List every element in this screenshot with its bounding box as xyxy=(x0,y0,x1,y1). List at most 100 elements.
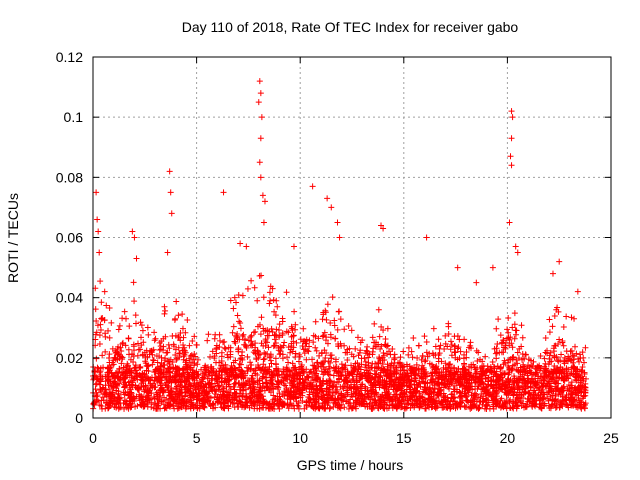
data-point xyxy=(167,403,174,410)
data-point xyxy=(574,288,581,295)
data-point xyxy=(320,371,327,378)
data-point xyxy=(377,377,384,384)
data-point xyxy=(230,323,237,330)
data-point xyxy=(390,402,397,409)
data-point xyxy=(375,403,382,410)
data-point xyxy=(266,354,273,361)
data-point xyxy=(194,371,201,378)
data-point xyxy=(568,314,575,321)
data-point xyxy=(188,352,195,359)
data-point xyxy=(504,363,511,370)
data-point xyxy=(94,364,101,371)
data-point xyxy=(560,324,567,331)
data-point xyxy=(421,370,428,377)
data-point xyxy=(573,390,580,397)
data-point xyxy=(426,384,433,391)
data-point xyxy=(582,389,589,396)
data-point xyxy=(92,306,99,313)
data-point xyxy=(519,350,526,357)
data-point xyxy=(306,383,313,390)
data-point xyxy=(316,405,323,412)
data-point xyxy=(172,332,179,339)
data-point xyxy=(557,399,564,406)
data-point xyxy=(348,404,355,411)
data-point xyxy=(406,383,413,390)
data-point xyxy=(144,363,151,370)
data-point xyxy=(511,321,518,328)
data-point xyxy=(301,337,308,344)
data-point xyxy=(205,372,212,379)
data-point xyxy=(556,336,563,343)
data-point xyxy=(260,219,267,226)
data-point xyxy=(296,351,303,358)
data-point xyxy=(502,359,509,366)
data-point xyxy=(255,352,262,359)
data-point xyxy=(180,341,187,348)
data-point xyxy=(290,338,297,345)
data-point xyxy=(238,367,245,374)
data-point xyxy=(267,357,274,364)
data-point xyxy=(165,375,172,382)
data-point xyxy=(567,382,574,389)
data-point xyxy=(378,222,385,229)
data-point xyxy=(337,383,344,390)
data-point xyxy=(511,385,518,392)
data-point xyxy=(572,343,579,350)
data-point xyxy=(513,356,520,363)
data-point xyxy=(107,364,114,371)
data-point xyxy=(93,389,100,396)
data-point xyxy=(299,392,306,399)
data-point xyxy=(123,382,130,389)
data-point xyxy=(173,372,180,379)
data-point xyxy=(290,372,297,379)
data-point xyxy=(181,393,188,400)
data-point xyxy=(143,347,150,354)
data-point xyxy=(473,404,480,411)
data-point xyxy=(356,370,363,377)
data-point xyxy=(232,380,239,387)
y-tick-label: 0.08 xyxy=(56,169,83,185)
data-point xyxy=(218,378,225,385)
data-point xyxy=(502,403,509,410)
data-point xyxy=(168,379,175,386)
data-point xyxy=(309,356,316,363)
data-point xyxy=(230,393,237,400)
data-point xyxy=(144,353,151,360)
data-point xyxy=(247,365,254,372)
data-point xyxy=(576,372,583,379)
data-point xyxy=(549,371,556,378)
data-point xyxy=(271,308,278,315)
data-point xyxy=(152,400,159,407)
data-point xyxy=(270,297,277,304)
data-point xyxy=(508,135,515,142)
data-point xyxy=(215,386,222,393)
data-point xyxy=(100,384,107,391)
data-point xyxy=(199,403,206,410)
data-point xyxy=(139,370,146,377)
data-point xyxy=(332,358,339,365)
data-point xyxy=(375,359,382,366)
data-point xyxy=(279,351,286,358)
data-point xyxy=(190,394,197,401)
data-point xyxy=(517,364,524,371)
data-point xyxy=(549,270,556,277)
data-point xyxy=(364,376,371,383)
data-point xyxy=(239,356,246,363)
data-point xyxy=(315,395,322,402)
data-point xyxy=(233,299,240,306)
data-point xyxy=(539,383,546,390)
data-point xyxy=(506,336,513,343)
data-point xyxy=(544,350,551,357)
x-axis-label: GPS time / hours xyxy=(297,457,404,473)
data-point xyxy=(488,392,495,399)
data-point xyxy=(255,397,262,404)
data-point xyxy=(303,401,310,408)
data-point xyxy=(96,341,103,348)
data-point xyxy=(227,366,234,373)
data-point xyxy=(284,354,291,361)
data-point xyxy=(115,373,122,380)
data-point xyxy=(173,384,180,391)
data-point xyxy=(506,219,513,226)
data-point xyxy=(489,385,496,392)
